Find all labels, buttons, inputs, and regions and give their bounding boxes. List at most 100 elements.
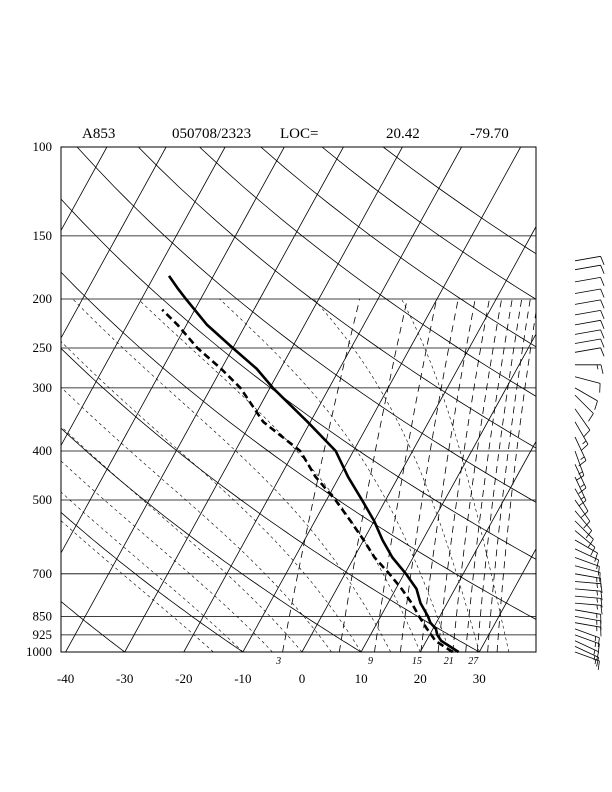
wind-barb: [574, 376, 601, 393]
wind-barb: [575, 364, 604, 374]
mixing-ratio-line: [338, 298, 408, 652]
wind-barb: [574, 628, 600, 647]
pressure-tick-label: 400: [33, 443, 53, 458]
isotherm-line: [301, 225, 536, 652]
isotherm-line: [61, 147, 285, 554]
wind-barb: [574, 588, 603, 601]
loc-label: LOC=: [280, 126, 318, 142]
isotherm-line: [61, 147, 226, 447]
temperature-tick-label: -10: [234, 671, 251, 686]
moist-adiabat-line: [72, 298, 391, 652]
wind-barb: [574, 548, 599, 569]
temperature-tick-label: 20: [414, 671, 427, 686]
wind-barb: [574, 573, 602, 588]
pressure-tick-label: 150: [33, 228, 53, 243]
pressure-tick-label: 925: [33, 627, 53, 642]
dry-adiabat-line: [199, 147, 536, 397]
wind-barb: [574, 464, 587, 494]
wind-barb: [574, 394, 594, 422]
wind-barb: [574, 651, 600, 671]
moist-adiabat-line: [61, 491, 244, 652]
wind-barb: [574, 530, 596, 556]
dry-adiabat-line: [61, 198, 536, 560]
moist-adiabat-line: [313, 298, 480, 652]
wind-barb: [574, 329, 605, 339]
wind-barb: [574, 640, 599, 661]
temperature-tick-label: -20: [175, 671, 192, 686]
wind-barb: [574, 595, 603, 608]
wind-barb: [574, 436, 587, 467]
mixing-ratio-line: [400, 298, 459, 652]
wind-barb: [574, 488, 589, 518]
isotherm-line: [242, 147, 521, 652]
wind-barb: [574, 499, 591, 529]
moist-adiabat-line: [401, 298, 510, 652]
isotherm-line: [65, 147, 344, 652]
temperature-profile-line: [167, 275, 460, 654]
dry-adiabat-line: [61, 271, 536, 620]
mixing-ratio-line: [282, 298, 361, 652]
wind-barb: [574, 288, 605, 298]
moist-adiabat-line: [61, 425, 303, 652]
pressure-tick-label: 250: [33, 340, 53, 355]
temperature-tick-label: 0: [299, 671, 306, 686]
moist-adiabat-line: [219, 298, 451, 652]
mixing-ratio-label: 3: [275, 656, 281, 667]
dry-adiabat-line: [61, 427, 362, 652]
temperature-tick-label: -30: [116, 671, 133, 686]
wind-barb: [574, 602, 603, 615]
mixing-ratio-labels: 3 9 15 21 27: [275, 656, 479, 667]
dry-adiabat-line: [61, 601, 125, 652]
moist-adiabat-line: [61, 340, 362, 652]
isotherm-line: [124, 147, 403, 652]
wind-barb: [574, 310, 605, 320]
wind-barb: [574, 408, 591, 438]
wind-barbs: [574, 255, 605, 671]
wind-barb: [574, 255, 605, 265]
mixing-ratio-label: 15: [412, 656, 422, 667]
temperature-tick-label: 10: [355, 671, 368, 686]
isotherm-line: [538, 147, 612, 652]
wind-barb: [574, 557, 600, 576]
longitude: -79.70: [470, 126, 509, 142]
dry-adiabat-line: [382, 147, 536, 255]
temperature-tick-label: -40: [57, 671, 74, 686]
isotherm-line: [478, 548, 536, 652]
temperature-tick-label: 30: [473, 671, 486, 686]
isotherm-line: [183, 147, 462, 652]
mixing-ratio-line: [437, 298, 490, 652]
dry-adiabat-line: [260, 147, 536, 348]
background-grid: [61, 147, 612, 652]
wind-barb: [574, 510, 593, 539]
mixing-ratio-label: 21: [444, 656, 454, 667]
wind-barb: [574, 450, 585, 481]
pressure-axis-labels: 100 150 200 250 300 400 500 700 850 925 1000: [26, 139, 52, 659]
dry-adiabat-line: [76, 147, 536, 503]
wind-barb: [574, 277, 605, 287]
wind-barb: [574, 421, 589, 451]
mixing-ratio-line: [487, 298, 531, 652]
moist-adiabat-line: [61, 460, 273, 652]
wind-barb: [574, 264, 605, 274]
wind-barb: [574, 565, 601, 582]
latitude: 20.42: [386, 126, 420, 142]
isobars: [61, 146, 536, 653]
plot-frame: [60, 146, 537, 653]
station-id: A853: [82, 126, 115, 142]
isotherm-line: [419, 440, 536, 652]
wind-barb: [574, 539, 598, 562]
pressure-tick-label: 100: [33, 139, 53, 154]
mixing-ratio-line: [496, 309, 536, 652]
mixing-ratio-line: [476, 298, 523, 652]
dewpoint-profile-line: [161, 308, 454, 654]
wind-barb: [574, 634, 600, 653]
pressure-tick-label: 200: [33, 291, 53, 306]
date-time: 050708/2323: [172, 126, 251, 142]
dry-adiabat-line: [138, 147, 536, 449]
pressure-tick-label: 300: [33, 380, 53, 395]
wind-barb: [574, 476, 587, 507]
pressure-tick-label: 700: [33, 566, 53, 581]
isotherm-line: [61, 147, 167, 339]
wind-barb: [574, 319, 605, 330]
